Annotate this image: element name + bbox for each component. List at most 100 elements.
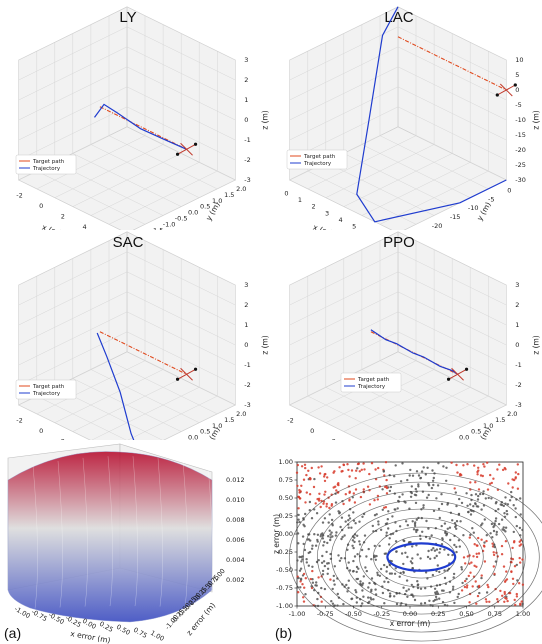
surface-mesh-line: [82, 457, 88, 607]
stable-point: [469, 513, 473, 516]
stable-point: [427, 549, 430, 553]
stable-point: [311, 578, 314, 581]
unstable-point: [328, 506, 331, 510]
z-tick-label: -10: [515, 116, 526, 124]
stable-point: [416, 553, 419, 556]
stable-point: [358, 520, 361, 523]
stable-point: [455, 504, 458, 508]
x-tick-label: -1.00: [289, 610, 306, 618]
stable-point: [453, 601, 456, 605]
unstable-point: [477, 552, 481, 555]
unstable-point: [325, 502, 328, 506]
grid-line: [126, 231, 236, 286]
stable-point: [433, 556, 436, 560]
stable-point: [402, 539, 405, 542]
stable-point: [297, 513, 300, 517]
y-tick-label: 1.0: [212, 422, 222, 430]
grid-line: [397, 251, 507, 306]
unstable-point: [383, 506, 386, 509]
stable-point: [299, 577, 303, 580]
unstable-point: [317, 497, 321, 500]
stable-point: [490, 522, 494, 526]
trajectory-line: [94, 103, 187, 150]
grid-line: [307, 395, 398, 440]
stable-point: [300, 560, 303, 563]
stable-point: [396, 507, 399, 510]
stable-point: [327, 535, 330, 538]
stable-point: [356, 534, 359, 537]
stable-point: [368, 581, 371, 585]
stable-point: [469, 503, 472, 506]
stable-point: [388, 572, 392, 575]
stable-point: [441, 600, 445, 604]
end-marker-dot: [175, 152, 180, 156]
grid-line: [289, 404, 362, 440]
stable-point: [298, 555, 301, 559]
stable-point: [308, 550, 312, 554]
stable-point: [314, 584, 317, 587]
unstable-point: [482, 463, 485, 466]
stable-point: [443, 569, 446, 572]
x-tick-label: 0: [39, 427, 43, 435]
stable-point: [323, 517, 327, 520]
z-tick-label: 0: [244, 341, 248, 349]
stable-point: [340, 516, 344, 519]
stable-point: [442, 465, 445, 468]
stable-point: [519, 513, 522, 516]
end-marker-dot: [193, 142, 198, 146]
end-marker-line: [451, 367, 464, 381]
unstable-point: [308, 493, 312, 496]
chart-ly: LY-20246x (m)-2.0-1.5-1.0-0.50.00.51.01.…: [0, 0, 271, 230]
stable-point: [321, 521, 325, 524]
stable-point: [449, 538, 452, 542]
unstable-point: [311, 569, 314, 573]
end-marker-dot: [464, 367, 469, 371]
trajectory-ring: [302, 481, 540, 633]
stable-point: [421, 530, 424, 533]
stable-point: [480, 576, 483, 580]
stable-point: [334, 534, 338, 537]
stable-point: [412, 528, 416, 531]
unstable-point: [317, 576, 320, 579]
stable-point: [347, 514, 351, 517]
stable-point: [434, 591, 437, 594]
stable-point: [439, 547, 442, 551]
unstable-point: [506, 599, 509, 603]
unstable-point: [300, 465, 304, 468]
unstable-point: [511, 478, 514, 481]
unstable-point: [362, 462, 365, 465]
end-marker-line: [180, 367, 193, 381]
stable-point: [435, 554, 438, 558]
stable-point: [332, 574, 335, 578]
stable-point: [394, 567, 397, 570]
stable-point: [346, 590, 349, 593]
stable-point: [398, 525, 402, 528]
stable-point: [495, 530, 498, 534]
y-tick-label: 0.75: [279, 476, 293, 484]
stable-point: [424, 587, 427, 590]
unstable-point: [492, 551, 495, 554]
chart-ppo: PPO-20246x (m)-2.0-1.5-1.0-0.50.00.51.01…: [271, 225, 542, 440]
x-tick-label: 0.50: [459, 610, 473, 618]
stable-point: [402, 562, 405, 566]
unstable-point: [360, 468, 363, 471]
unstable-point: [521, 558, 524, 561]
x-tick-label: 0: [310, 427, 314, 435]
stable-point: [419, 557, 422, 560]
unstable-point: [473, 543, 476, 546]
stable-point: [416, 586, 420, 590]
y-tick-label: -0.50: [276, 566, 293, 574]
stable-point: [300, 555, 303, 559]
stable-point: [454, 491, 457, 494]
unstable-point: [368, 503, 372, 506]
unstable-point: [323, 493, 326, 496]
x-tick-label: 0.50: [115, 623, 132, 637]
stable-point: [474, 493, 478, 496]
stable-point: [508, 499, 512, 502]
unstable-point: [304, 466, 307, 470]
unstable-point: [355, 469, 358, 472]
stable-point: [435, 598, 438, 601]
x-tick-label: 2: [332, 438, 336, 440]
stable-point: [331, 587, 334, 591]
x-tick-label: -0.50: [345, 610, 362, 618]
